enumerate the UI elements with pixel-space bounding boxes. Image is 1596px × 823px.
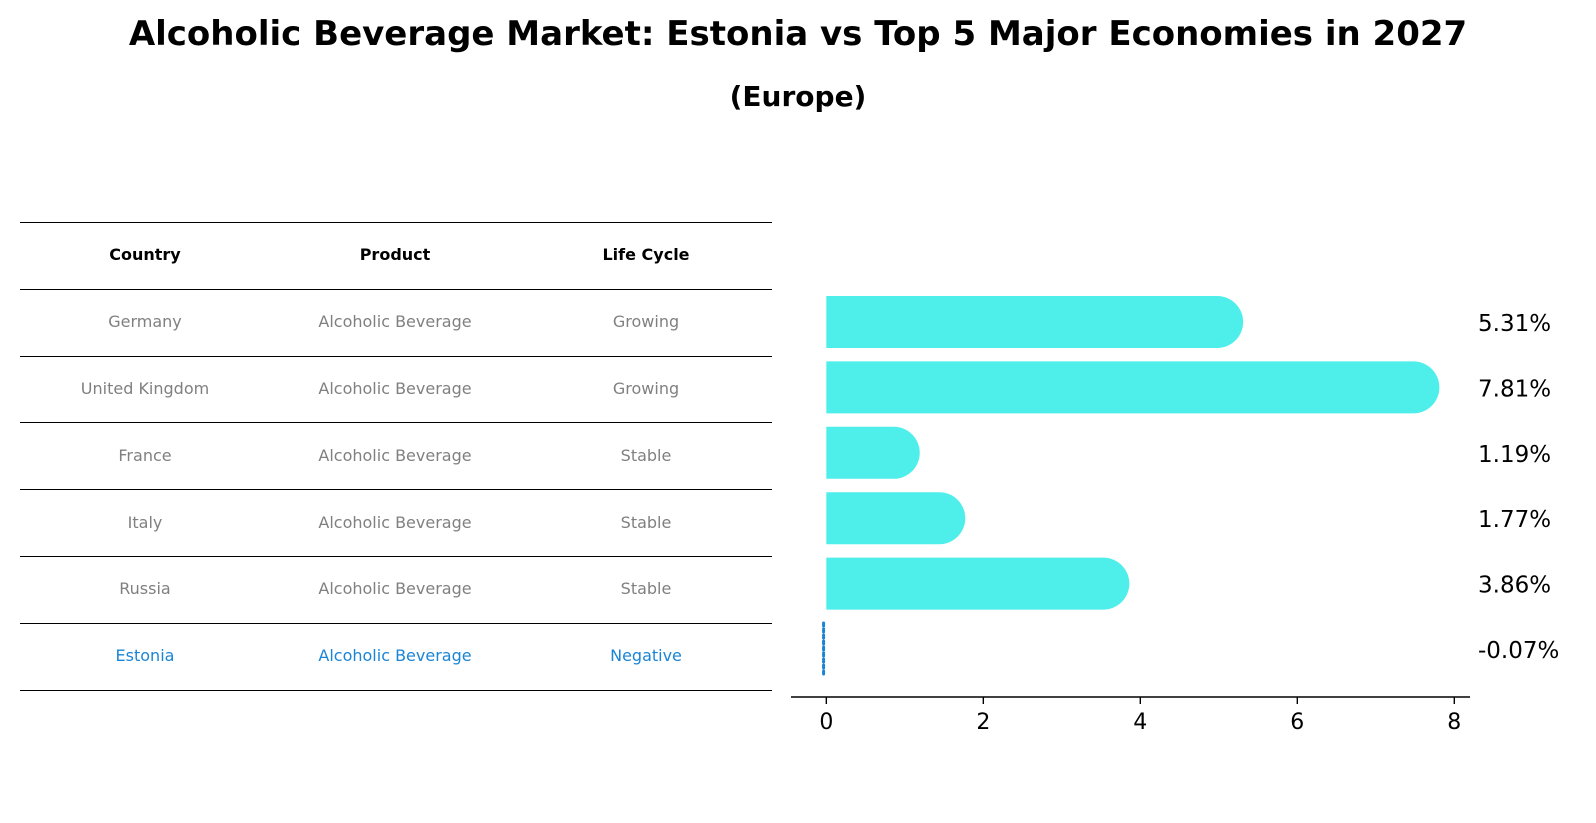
value-label: 5.31% bbox=[1478, 311, 1551, 337]
bar-germany bbox=[826, 296, 1244, 348]
table-cell: Alcoholic Beverage bbox=[318, 579, 472, 599]
x-tick-label: 4 bbox=[1133, 710, 1147, 735]
table-cell: Germany bbox=[108, 312, 182, 332]
table-rule bbox=[20, 489, 772, 491]
table-rule bbox=[20, 689, 772, 691]
table-rule bbox=[20, 222, 772, 223]
value-label: 1.77% bbox=[1478, 507, 1551, 533]
x-tick-label: 8 bbox=[1447, 710, 1461, 735]
table-rule bbox=[20, 422, 772, 424]
table-cell: Stable bbox=[620, 579, 672, 599]
table-cell: France bbox=[118, 445, 172, 465]
table-cell: Stable bbox=[620, 512, 672, 532]
table-cell: Russia bbox=[119, 579, 171, 599]
table-rule bbox=[20, 622, 772, 624]
table-header-cell: Country bbox=[109, 245, 181, 265]
table-cell: Alcoholic Beverage bbox=[318, 445, 472, 465]
table-cell: Alcoholic Beverage bbox=[318, 312, 472, 332]
table-cell: United Kingdom bbox=[80, 379, 210, 398]
table-cell: Growing bbox=[612, 379, 680, 398]
table-cell: Alcoholic Beverage bbox=[318, 646, 472, 666]
table-cell: Estonia bbox=[115, 646, 175, 666]
table-rule bbox=[20, 288, 772, 290]
x-tick-label: 2 bbox=[976, 710, 990, 735]
x-tick-label: 0 bbox=[819, 710, 833, 735]
bar-russia bbox=[826, 557, 1130, 610]
table-rule bbox=[20, 556, 772, 557]
bar-italy bbox=[826, 492, 966, 545]
value-label: 1.19% bbox=[1478, 442, 1551, 468]
table-header-cell: Product bbox=[359, 245, 431, 265]
value-label: -0.07% bbox=[1478, 638, 1559, 664]
table-cell: Stable bbox=[620, 445, 672, 465]
table-cell: Growing bbox=[612, 312, 680, 332]
value-label: 7.81% bbox=[1478, 376, 1551, 402]
table-cell: Alcoholic Beverage bbox=[318, 512, 472, 532]
x-tick-label: 6 bbox=[1290, 710, 1304, 735]
table-cell: Negative bbox=[610, 646, 682, 666]
table-cell: Alcoholic Beverage bbox=[318, 379, 472, 398]
table-cell: Italy bbox=[127, 512, 163, 532]
chart-title: Alcoholic Beverage Market: Estonia vs To… bbox=[128, 14, 1468, 54]
table-header-cell: Life Cycle bbox=[602, 245, 690, 265]
bar-france bbox=[826, 426, 920, 479]
value-label: 3.86% bbox=[1478, 573, 1551, 599]
chart-subtitle: (Europe) bbox=[729, 80, 867, 113]
bar-united-kingdom bbox=[826, 361, 1440, 414]
table-rule bbox=[20, 355, 772, 357]
